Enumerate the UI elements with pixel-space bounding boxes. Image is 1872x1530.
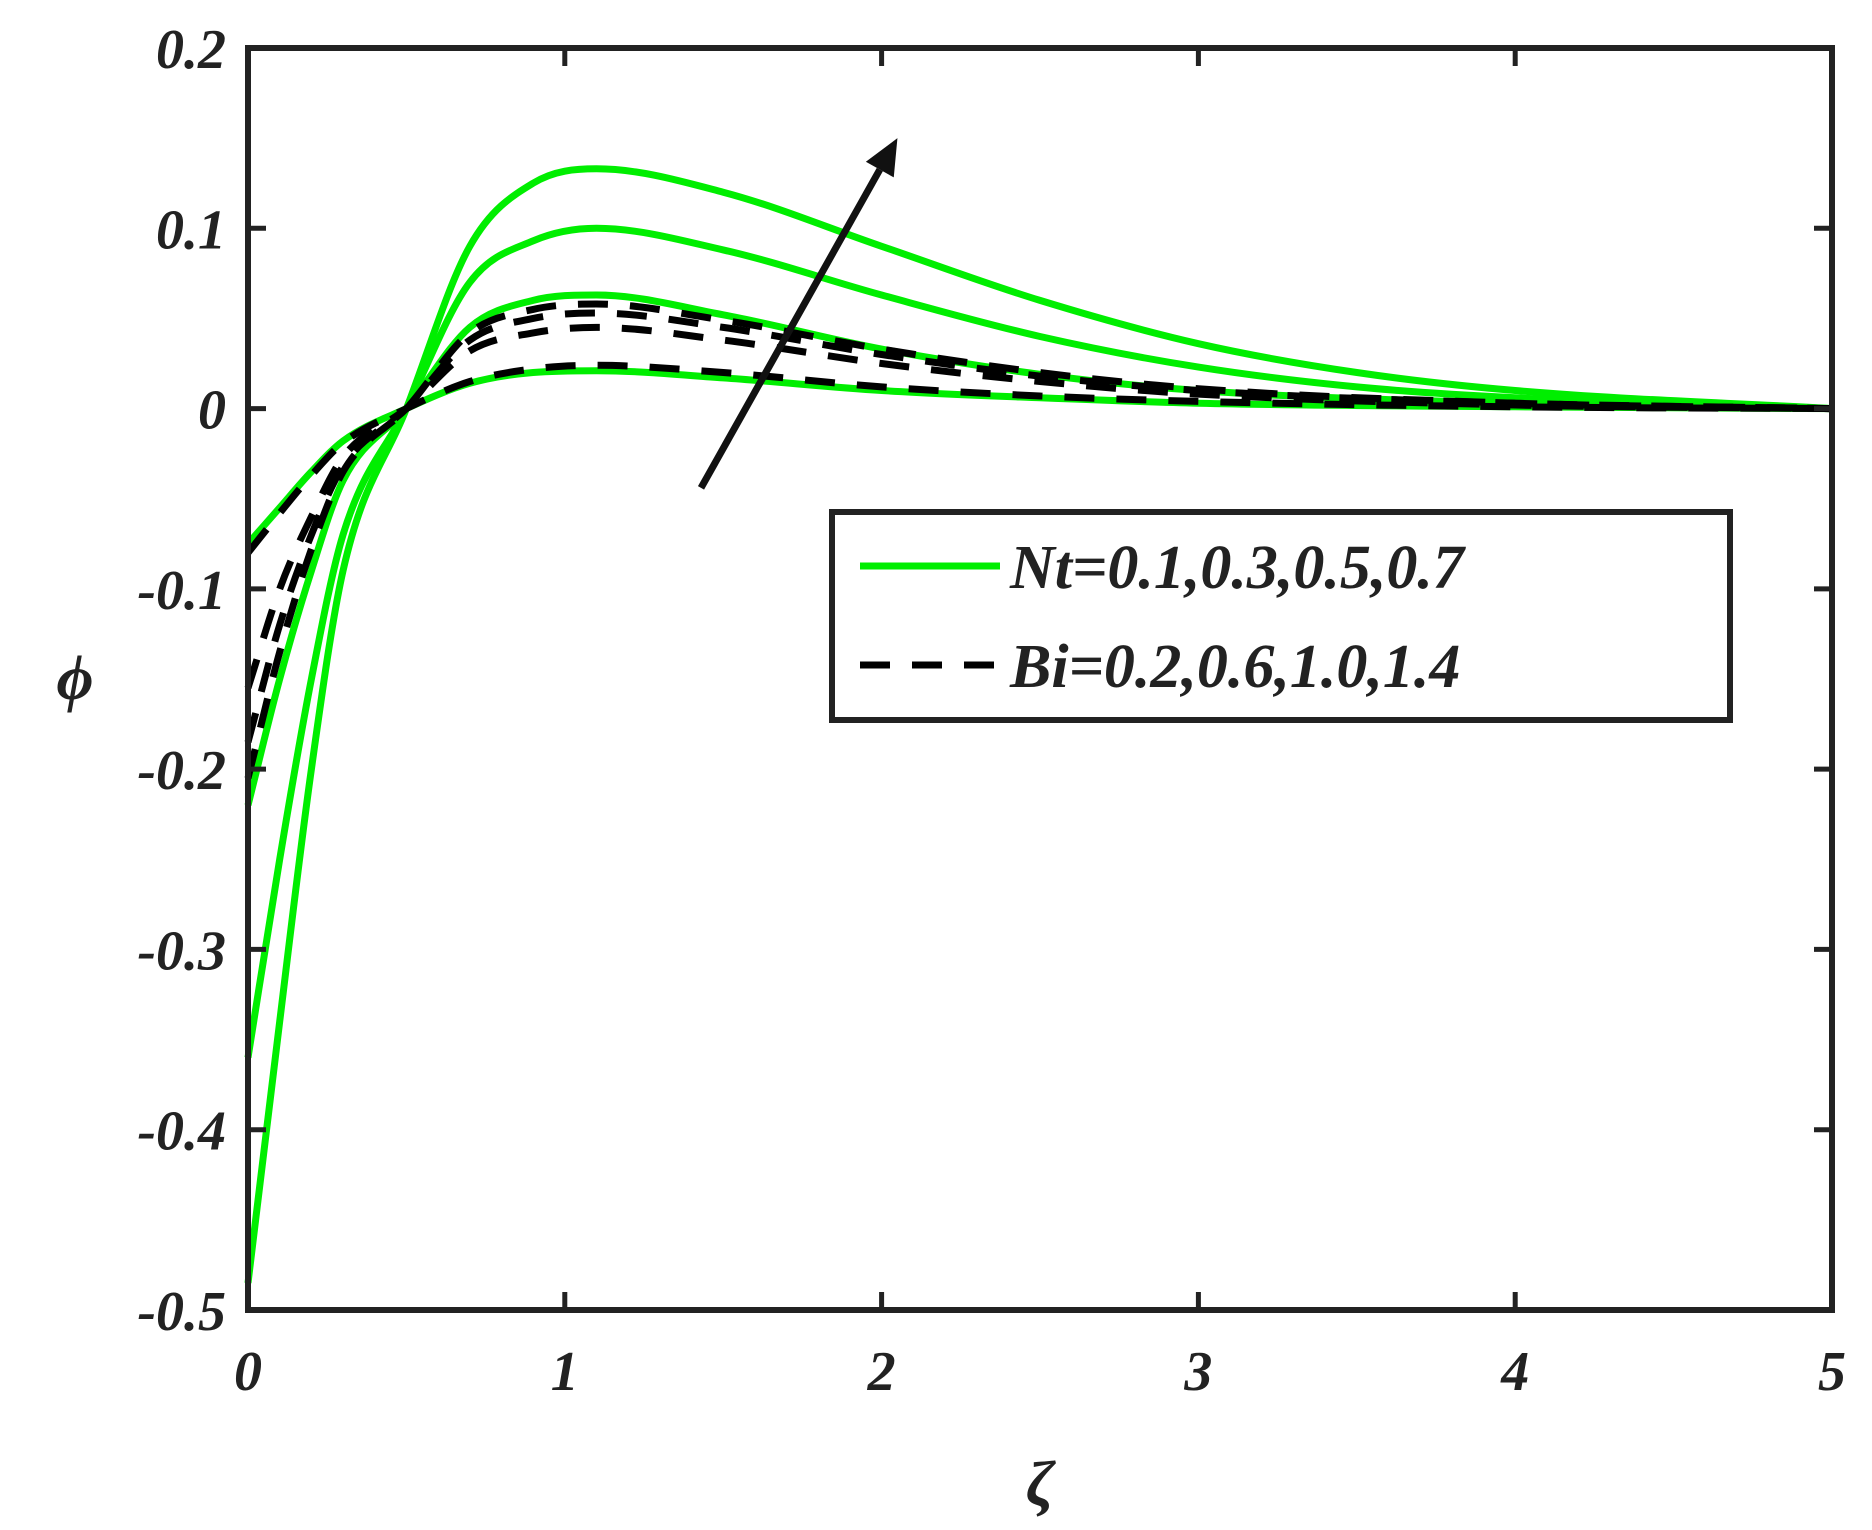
trend-arrow-shaft <box>697 167 883 490</box>
y-tick-label: -0.5 <box>137 1281 226 1343</box>
plot-frame <box>245 45 1835 1313</box>
series-line-nt-2 <box>244 291 1833 807</box>
y-tick-label: 0.1 <box>156 199 226 261</box>
x-tick-label: 5 <box>1818 1341 1846 1403</box>
y-tick-label: -0.3 <box>137 920 226 982</box>
x-tick-label: 0 <box>234 1341 262 1403</box>
x-tick-label: 3 <box>1183 1341 1212 1403</box>
y-tick-label: -0.2 <box>137 740 226 802</box>
y-tick-label: 0.2 <box>156 19 226 81</box>
trend-arrow-head <box>865 138 898 178</box>
y-tick-label: -0.1 <box>137 560 226 622</box>
y-axis-label: ϕ <box>56 642 93 713</box>
ticks-layer: 0 1 2 3 4 5 0.2 0.1 0 -0.1 -0.2 -0.3 -0.4 -0.5 <box>137 19 1846 1403</box>
legend-label-nt: Nt=0.1,0.3,0.5,0.7 <box>1009 534 1467 602</box>
series-line-bi-1 <box>245 361 1833 555</box>
y-tick-label: 0 <box>198 380 226 442</box>
x-tick-label: 1 <box>551 1341 579 1403</box>
series-line-nt-4 <box>244 165 1833 1284</box>
series-line-bi-4 <box>244 300 1833 780</box>
x-tick-label: 4 <box>1500 1341 1529 1403</box>
x-axis-label: ζ <box>1026 1448 1057 1519</box>
annotation-layer <box>697 138 898 490</box>
series-line-nt-3 <box>244 224 1833 1059</box>
y-tick-label: -0.4 <box>137 1101 226 1163</box>
legend-label-bi: Bi=0.2,0.6,1.0,1.4 <box>1009 633 1460 701</box>
legend: Nt=0.1,0.3,0.5,0.7 Bi=0.2,0.6,1.0,1.4 <box>829 509 1733 723</box>
x-tick-label: 2 <box>867 1341 896 1403</box>
legend-box <box>829 509 1733 723</box>
series-layer <box>244 165 1833 1284</box>
